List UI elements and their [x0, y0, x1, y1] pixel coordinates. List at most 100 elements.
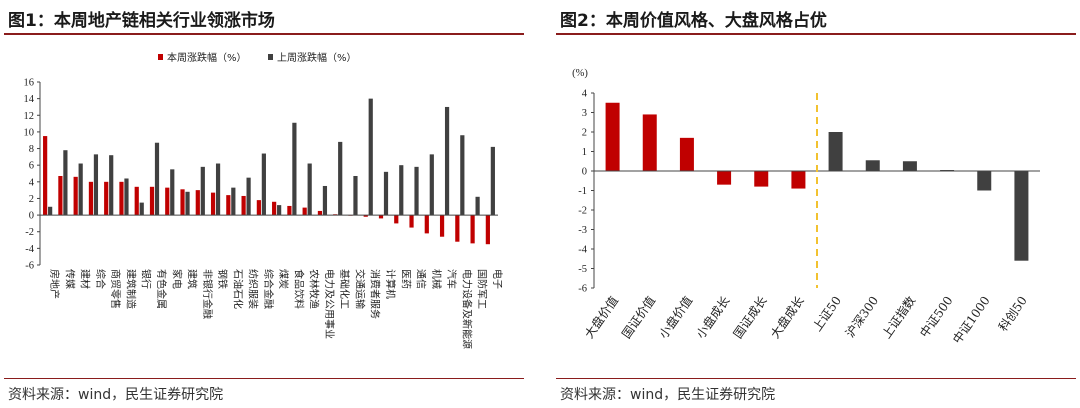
x-category-label: 中证500: [916, 293, 955, 340]
x-category-label: 煤炭: [277, 269, 290, 289]
x-category-label: 计算机: [384, 269, 397, 299]
y-tick-label: -5: [578, 264, 587, 275]
bar-last-week: [322, 185, 328, 216]
bar-last-week: [368, 98, 373, 216]
bar-last-week: [48, 206, 53, 216]
bar-this-week: [470, 215, 475, 244]
y-tick-label: 12: [24, 111, 35, 122]
bar-this-week: [455, 215, 460, 242]
bar-this-week: [195, 190, 200, 216]
legend-label: 本周涨跌幅（%）: [167, 51, 247, 64]
bar-this-week: [363, 215, 368, 217]
x-category-label: 传媒: [63, 269, 75, 289]
x-category-label: 电子: [491, 269, 504, 289]
bar-last-week: [475, 196, 480, 216]
x-category-label: 建筑: [186, 269, 199, 289]
bar-this-week: [302, 207, 307, 216]
bar-last-week: [460, 135, 465, 216]
y-tick-label: 3: [582, 108, 587, 119]
legend-label: 上周涨跌幅（%）: [277, 51, 357, 64]
x-category-label: 非银行金融: [201, 269, 214, 319]
style-bar: [828, 132, 843, 171]
bar-last-week: [429, 154, 434, 216]
y-tick-label: 6: [29, 161, 34, 172]
bar-this-week: [104, 181, 109, 216]
x-category-label: 电力及公用事业: [323, 269, 336, 339]
bar-last-week: [78, 163, 83, 216]
bar-this-week: [180, 189, 185, 216]
bar-this-week: [287, 205, 292, 216]
x-category-label: 房地产: [48, 269, 61, 299]
x-category-label: 农林牧渔: [308, 269, 321, 309]
bar-last-week: [215, 163, 221, 216]
x-category-label: 科创50: [996, 294, 1030, 334]
right-chart-title: 图2：本周价值风格、大盘风格占优: [560, 11, 827, 31]
bar-last-week: [261, 153, 266, 216]
bar-last-week: [414, 166, 419, 216]
x-category-label: 有色金属: [155, 269, 168, 309]
y-tick-label: 0: [582, 167, 587, 178]
x-category-label: 中证1000: [949, 293, 993, 346]
bar-last-week: [231, 187, 236, 216]
right-source-rule: [556, 378, 1076, 379]
y-tick-label: 16: [24, 78, 35, 89]
x-category-label: 综合: [94, 269, 107, 289]
x-category-label: 建筑制造: [124, 269, 137, 309]
bar-this-week: [394, 215, 399, 224]
x-category-label: 大盘成长: [767, 293, 807, 341]
y-tick-label: 8: [29, 144, 34, 155]
x-category-label: 国证价值: [618, 293, 658, 341]
bar-this-week: [272, 201, 277, 216]
y-tick-label: 10: [24, 127, 35, 138]
bar-last-week: [154, 142, 160, 216]
bar-last-week: [93, 154, 99, 216]
bar-this-week: [409, 215, 414, 228]
bar-this-week: [88, 181, 94, 216]
style-bar: [642, 114, 657, 171]
right-title-rule: [556, 33, 1076, 35]
bar-this-week: [485, 215, 490, 245]
legend-swatch: [268, 54, 273, 60]
chart2-y-unit-label: (%): [572, 68, 588, 79]
bar-last-week: [246, 177, 251, 216]
right-source-note: 资料来源：wind，民生证券研究院: [560, 387, 776, 403]
y-tick-label: 2: [29, 194, 34, 205]
x-category-label: 国证成长: [731, 294, 770, 341]
bar-this-week: [149, 186, 155, 216]
y-tick-label: -1: [578, 186, 587, 197]
y-tick-label: 14: [24, 94, 35, 105]
x-category-label: 交通运输: [353, 269, 366, 309]
bar-this-week: [43, 136, 48, 216]
style-bar: [754, 171, 769, 187]
bar-last-week: [490, 146, 495, 216]
bar-this-week: [73, 176, 78, 216]
bar-last-week: [185, 191, 190, 216]
y-tick-label: -4: [25, 244, 34, 255]
x-category-label: 通信: [415, 269, 427, 289]
style-bar: [1014, 171, 1029, 261]
left-source-note: 资料来源：wind，民生证券研究院: [8, 387, 224, 403]
x-category-label: 医药: [399, 269, 411, 289]
bar-this-week: [241, 195, 246, 216]
style-bar: [902, 161, 917, 171]
style-bar: [717, 171, 732, 185]
x-category-label: 基础化工: [338, 269, 351, 309]
x-category-label: 小盘价值: [656, 293, 696, 341]
bar-last-week: [338, 141, 343, 216]
bar-last-week: [109, 155, 114, 216]
bar-this-week: [58, 175, 63, 216]
legend-swatch: [158, 54, 163, 60]
left-chart-title: 图1：本周地产链相关行业领涨市场: [8, 11, 275, 31]
x-category-label: 建材: [79, 269, 92, 289]
y-tick-label: 0: [29, 211, 34, 222]
x-category-label: 家电: [170, 269, 183, 289]
x-category-label: 消费者服务: [369, 269, 382, 319]
x-category-label: 钢铁: [216, 269, 229, 289]
style-bar: [791, 171, 806, 189]
style-bar: [605, 102, 620, 171]
x-category-label: 上证50: [810, 294, 844, 334]
y-tick-label: -4: [578, 245, 587, 256]
y-tick-label: 4: [29, 177, 35, 188]
bar-last-week: [139, 202, 144, 216]
bar-this-week: [134, 186, 139, 216]
